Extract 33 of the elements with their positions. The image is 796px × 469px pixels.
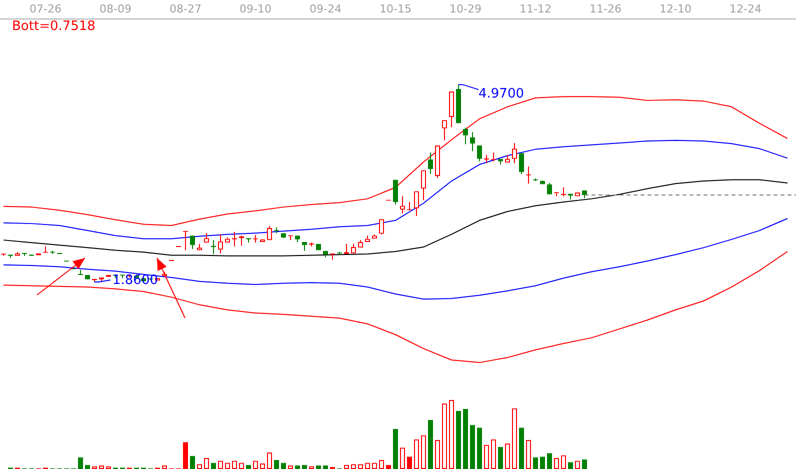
- bar: [428, 420, 433, 469]
- x-tick-label: 12-24: [730, 2, 762, 16]
- x-tick-label: 08-27: [170, 2, 202, 16]
- bar: [498, 446, 503, 469]
- bar: [519, 428, 524, 469]
- x-tick-label: 11-26: [590, 2, 622, 16]
- x-tick-label: 10-29: [450, 2, 482, 16]
- text: Bott=0.7518: [12, 19, 96, 34]
- bar: [470, 424, 475, 469]
- annotation: 1.8600: [112, 272, 158, 288]
- bar: [78, 457, 83, 469]
- x-tick-label: 08-09: [100, 2, 132, 16]
- bar: [183, 442, 188, 469]
- bar: [463, 408, 468, 469]
- x-tick-label: 11-12: [520, 2, 552, 16]
- x-tick-label: 10-15: [380, 2, 412, 16]
- bar: [274, 460, 279, 469]
- bar: [190, 456, 195, 469]
- candlestick: [22, 253, 27, 256]
- bar: [547, 453, 552, 469]
- x-tick-label: 07-26: [30, 2, 62, 16]
- x-tick-label: 09-24: [310, 2, 342, 16]
- bar: [393, 428, 398, 469]
- bar: [456, 411, 461, 469]
- bar: [477, 428, 482, 469]
- x-tick-label: 09-10: [240, 2, 272, 16]
- bar: [540, 456, 545, 469]
- bar: [407, 456, 412, 469]
- annotation: 4.9700: [478, 86, 524, 102]
- candlestick: [484, 155, 489, 164]
- bar: [582, 459, 587, 469]
- x-tick-label: 12-10: [660, 2, 692, 16]
- bar: [533, 457, 538, 469]
